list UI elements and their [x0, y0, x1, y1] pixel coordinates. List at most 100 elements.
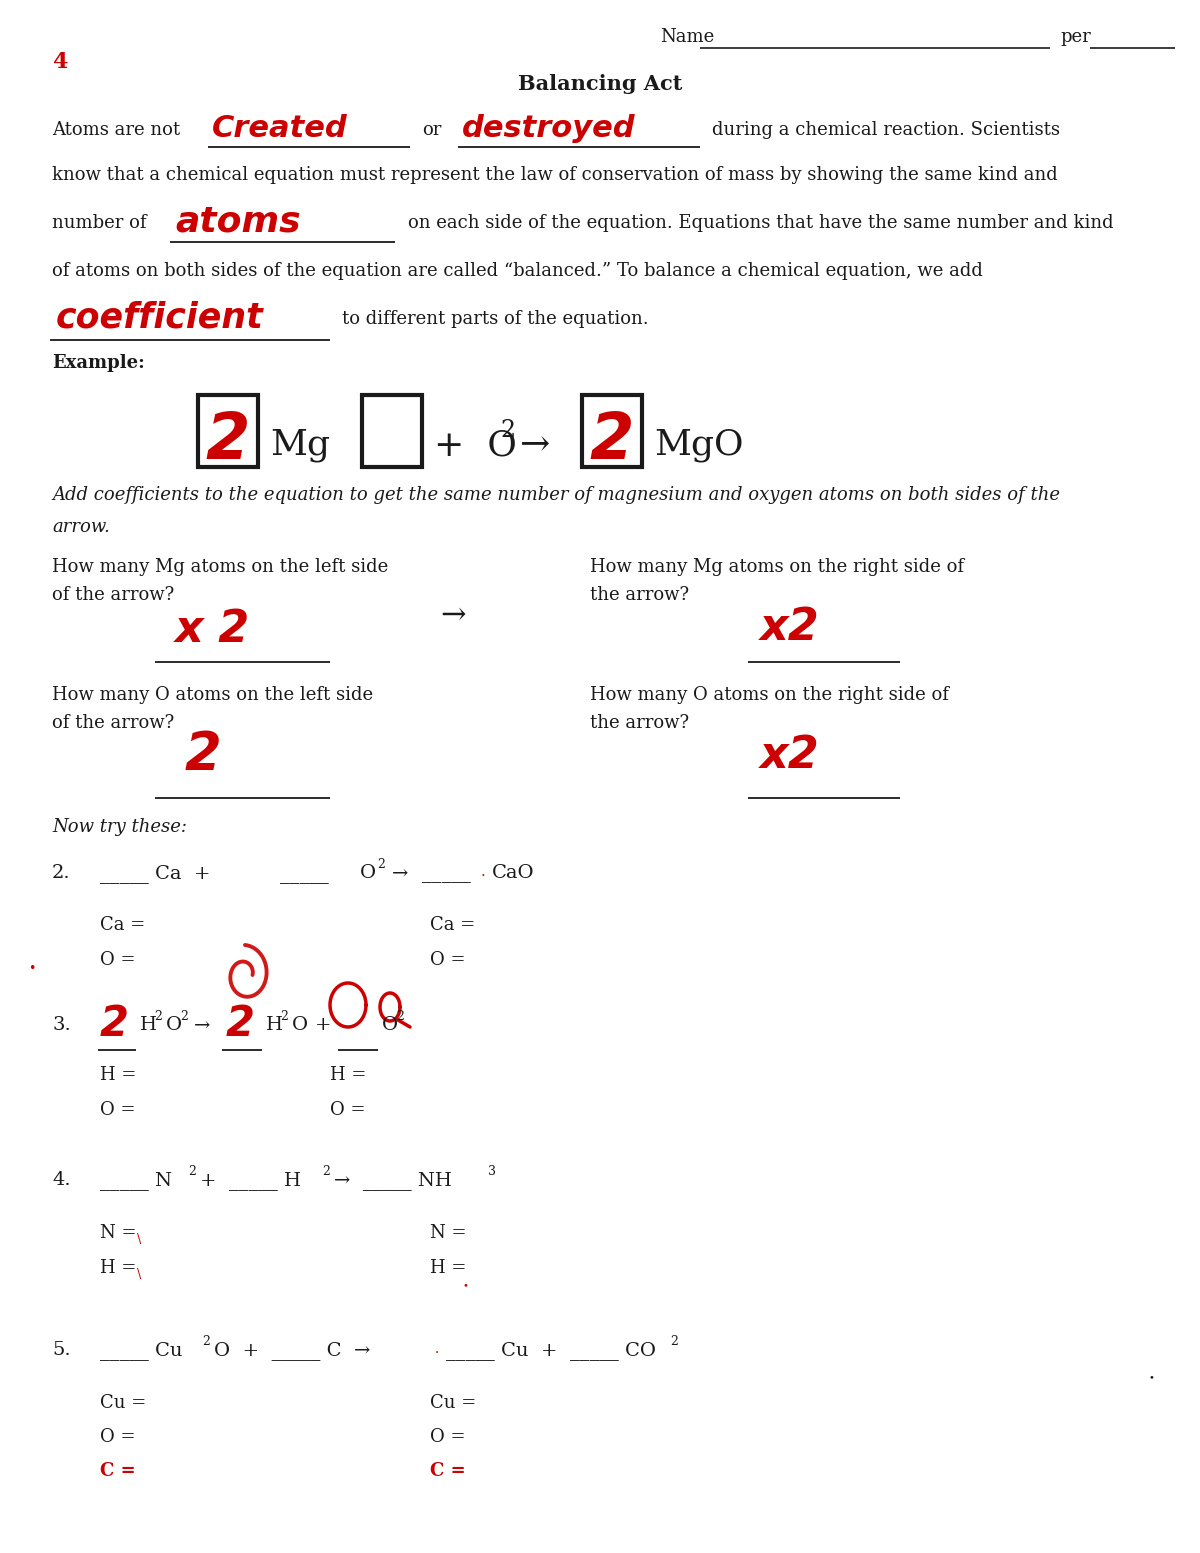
Text: 2: 2	[226, 1003, 256, 1045]
Text: x2: x2	[760, 606, 820, 649]
Text: x 2: x 2	[175, 609, 251, 651]
Text: ·: ·	[436, 1346, 439, 1360]
Text: N =: N =	[100, 1224, 137, 1242]
Text: +  _____ H: + _____ H	[200, 1171, 301, 1190]
Text: Cu =: Cu =	[100, 1395, 146, 1412]
Text: 2: 2	[500, 419, 515, 443]
Text: 2: 2	[100, 1003, 130, 1045]
Text: →: →	[440, 599, 466, 631]
Text: How many O atoms on the left side: How many O atoms on the left side	[52, 686, 373, 704]
Text: know that a chemical equation must represent the law of conservation of mass by : know that a chemical equation must repre…	[52, 166, 1057, 183]
Text: during a chemical reaction. Scientists: during a chemical reaction. Scientists	[712, 121, 1060, 140]
Text: coefficient: coefficient	[56, 301, 264, 335]
Text: 2: 2	[202, 1336, 210, 1348]
Text: atoms: atoms	[175, 205, 301, 239]
Text: Example:: Example:	[52, 354, 145, 373]
Text: O =: O =	[100, 1429, 136, 1446]
Text: •: •	[462, 1281, 468, 1291]
Text: C =: C =	[100, 1461, 136, 1480]
Text: H: H	[140, 1016, 157, 1034]
Text: Ca =: Ca =	[100, 916, 145, 933]
Text: 2: 2	[185, 728, 222, 781]
Text: →  _____ NH: → _____ NH	[334, 1171, 452, 1190]
Text: _____ N: _____ N	[100, 1171, 172, 1190]
Text: arrow.: arrow.	[52, 519, 110, 536]
Text: Atoms are not: Atoms are not	[52, 121, 180, 140]
Text: x2: x2	[760, 735, 820, 776]
Text: _____ Ca  +: _____ Ca +	[100, 863, 210, 884]
Text: O  +  _____ C  →: O + _____ C →	[214, 1340, 371, 1360]
Text: of the arrow?: of the arrow?	[52, 714, 174, 731]
Text: ·: ·	[481, 870, 486, 884]
Text: Cu =: Cu =	[430, 1395, 476, 1412]
Text: 2: 2	[154, 1009, 162, 1023]
Text: 2: 2	[206, 410, 251, 472]
Text: Name: Name	[660, 28, 714, 47]
Text: \: \	[137, 1233, 142, 1246]
Text: →: →	[194, 1016, 210, 1034]
Text: 2.: 2.	[52, 863, 71, 882]
Text: 4.: 4.	[52, 1171, 71, 1190]
Text: of atoms on both sides of the equation are called “balanced.” To balance a chemi: of atoms on both sides of the equation a…	[52, 262, 983, 280]
Text: of the arrow?: of the arrow?	[52, 585, 174, 604]
Bar	[362, 394, 422, 467]
Text: O =: O =	[330, 1101, 366, 1120]
Text: O =: O =	[430, 950, 466, 969]
Text: 2: 2	[590, 410, 635, 472]
Text: Ca =: Ca =	[430, 916, 475, 933]
Text: H =: H =	[100, 1065, 137, 1084]
Text: 2: 2	[377, 857, 385, 871]
Text: the arrow?: the arrow?	[590, 714, 689, 731]
Text: destroyed: destroyed	[462, 113, 636, 143]
Text: 2: 2	[396, 1009, 404, 1023]
Text: O =: O =	[100, 950, 136, 969]
Text: or: or	[422, 121, 442, 140]
Text: 3.: 3.	[52, 1016, 71, 1034]
Text: O: O	[382, 1016, 398, 1034]
Text: O =: O =	[430, 1429, 466, 1446]
Text: the arrow?: the arrow?	[590, 585, 689, 604]
Text: \: \	[137, 1267, 142, 1281]
Text: Created: Created	[212, 113, 348, 143]
Text: N =: N =	[430, 1224, 467, 1242]
Text: O: O	[360, 863, 376, 882]
Text: How many Mg atoms on the right side of: How many Mg atoms on the right side of	[590, 558, 964, 576]
Text: number of: number of	[52, 214, 146, 231]
Text: 2: 2	[280, 1009, 288, 1023]
Text: to different parts of the equation.: to different parts of the equation.	[342, 311, 649, 328]
Text: per: per	[1060, 28, 1091, 47]
Text: 2: 2	[188, 1165, 196, 1179]
Text: O =: O =	[100, 1101, 136, 1120]
Text: O: O	[292, 1016, 308, 1034]
Text: H =: H =	[330, 1065, 366, 1084]
Text: H =: H =	[430, 1259, 467, 1277]
Text: CaO: CaO	[492, 863, 535, 882]
Text: _____: _____	[280, 865, 335, 884]
Text: 4: 4	[52, 51, 67, 73]
Text: H =: H =	[100, 1259, 137, 1277]
Text: _____: _____	[422, 865, 470, 884]
Text: Add coefficients to the equation to get the same number of magnesium and oxygen : Add coefficients to the equation to get …	[52, 486, 1060, 505]
Text: _____ Cu: _____ Cu	[100, 1340, 182, 1360]
Text: •: •	[1148, 1373, 1154, 1382]
Text: How many Mg atoms on the left side: How many Mg atoms on the left side	[52, 558, 389, 576]
Text: Mg: Mg	[270, 429, 330, 463]
Text: →: →	[520, 429, 551, 461]
Text: O: O	[166, 1016, 182, 1034]
Text: Now try these:: Now try these:	[52, 818, 187, 836]
Text: +  O: + O	[434, 429, 517, 461]
Text: on each side of the equation. Equations that have the same number and kind: on each side of the equation. Equations …	[408, 214, 1114, 231]
Bar	[582, 394, 642, 467]
Text: 3: 3	[488, 1165, 496, 1179]
Text: MgO: MgO	[654, 429, 744, 463]
Text: →: →	[392, 863, 408, 882]
Text: How many O atoms on the right side of: How many O atoms on the right side of	[590, 686, 949, 704]
Text: _____ Cu  +  _____ CO: _____ Cu + _____ CO	[446, 1340, 656, 1360]
Text: +: +	[314, 1016, 331, 1034]
Text: 5.: 5.	[52, 1340, 71, 1359]
Text: 2: 2	[322, 1165, 330, 1179]
Text: C =: C =	[430, 1461, 466, 1480]
Text: 2: 2	[180, 1009, 188, 1023]
Text: •: •	[28, 961, 35, 975]
Text: 2: 2	[670, 1336, 678, 1348]
